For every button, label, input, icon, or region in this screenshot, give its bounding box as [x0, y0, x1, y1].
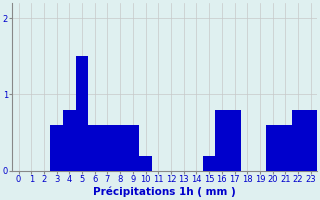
Bar	[279, 125, 292, 171]
Bar	[88, 125, 101, 171]
Bar	[76, 56, 88, 171]
Bar	[292, 110, 304, 171]
Bar	[215, 110, 228, 171]
Bar	[101, 125, 114, 171]
Bar	[266, 125, 279, 171]
Bar	[139, 156, 152, 171]
Bar	[203, 156, 215, 171]
Bar	[304, 110, 317, 171]
Bar	[50, 125, 63, 171]
Bar	[228, 110, 241, 171]
Bar	[126, 125, 139, 171]
Bar	[114, 125, 126, 171]
Bar	[63, 110, 76, 171]
X-axis label: Précipitations 1h ( mm ): Précipitations 1h ( mm )	[93, 187, 236, 197]
